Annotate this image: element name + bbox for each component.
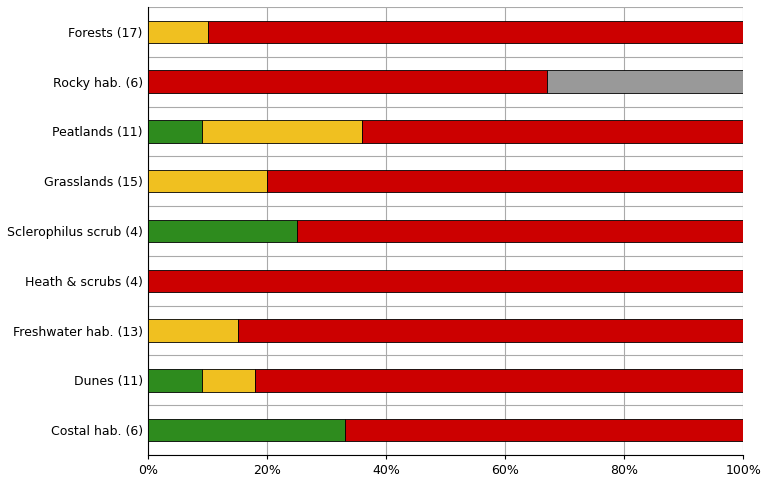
Bar [148, 170, 267, 193]
Bar [267, 170, 743, 193]
Bar [237, 319, 743, 342]
Bar [148, 369, 202, 392]
Bar [148, 21, 208, 43]
Bar [345, 419, 743, 441]
Bar [202, 120, 362, 143]
Bar [148, 71, 547, 93]
Bar [148, 270, 743, 292]
Bar [208, 21, 743, 43]
Bar [547, 71, 743, 93]
Bar [297, 220, 743, 242]
Bar [256, 369, 743, 392]
Bar [362, 120, 743, 143]
Bar [148, 319, 237, 342]
Bar [148, 120, 202, 143]
Bar [202, 369, 256, 392]
Bar [148, 419, 345, 441]
Bar [148, 220, 297, 242]
